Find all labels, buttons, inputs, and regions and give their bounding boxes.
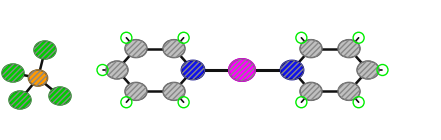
Ellipse shape xyxy=(280,60,303,80)
Ellipse shape xyxy=(163,82,185,100)
Ellipse shape xyxy=(182,60,205,80)
Ellipse shape xyxy=(229,59,255,81)
Ellipse shape xyxy=(163,40,185,58)
Ellipse shape xyxy=(2,64,24,82)
Ellipse shape xyxy=(125,82,147,100)
Ellipse shape xyxy=(106,61,128,79)
Ellipse shape xyxy=(125,40,147,58)
Ellipse shape xyxy=(300,82,322,100)
Ellipse shape xyxy=(49,87,71,105)
Ellipse shape xyxy=(9,91,31,109)
Ellipse shape xyxy=(338,82,360,100)
Ellipse shape xyxy=(229,59,255,81)
Ellipse shape xyxy=(300,40,322,58)
Ellipse shape xyxy=(338,40,360,58)
Ellipse shape xyxy=(357,61,379,79)
Ellipse shape xyxy=(29,70,48,86)
Ellipse shape xyxy=(34,41,56,59)
